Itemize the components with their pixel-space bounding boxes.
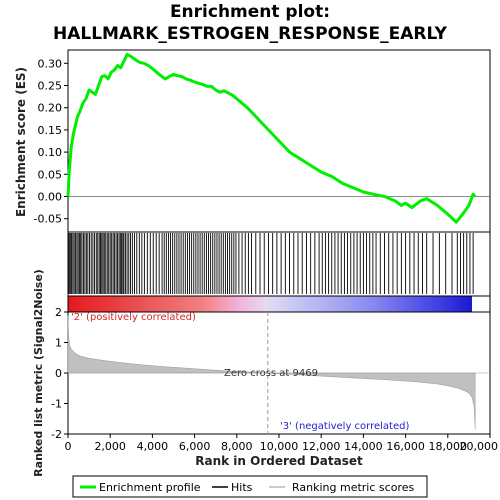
x-tick-label: 20,000 bbox=[460, 440, 499, 453]
chart-title-line2: HALLMARK_ESTROGEN_RESPONSE_EARLY bbox=[53, 24, 448, 44]
metric-tick-label: 1 bbox=[55, 337, 62, 350]
legend-enrichment-label: Enrichment profile bbox=[99, 481, 201, 494]
legend-hits-label: Hits bbox=[231, 481, 253, 494]
x-axis-label: Rank in Ordered Dataset bbox=[195, 454, 363, 468]
metric-y-axis: -2 -1 0 1 2 bbox=[51, 306, 68, 441]
metric-group bbox=[67, 312, 490, 434]
hits-panel bbox=[67, 231, 491, 297]
es-y-axis-label: Enrichment score (ES) bbox=[14, 67, 28, 217]
metric-tick-label: 2 bbox=[55, 306, 62, 319]
x-tick-label: 2,000 bbox=[94, 440, 126, 453]
x-axis: 0 2,000 4,000 6,000 8,000 10,000 12,000 14,000 1… bbox=[65, 434, 499, 453]
x-tick-label: 12,000 bbox=[302, 440, 341, 453]
x-tick-label: 14,000 bbox=[344, 440, 383, 453]
x-tick-label: 10,000 bbox=[260, 440, 299, 453]
enrichment-profile-line bbox=[66, 52, 477, 224]
metric-tick-label: -2 bbox=[51, 428, 62, 441]
legend-box bbox=[72, 475, 428, 498]
metric-tick-label: 0 bbox=[55, 367, 62, 380]
metric-y-axis-label: Ranked list metric (Signal2Noise) bbox=[32, 269, 45, 477]
es-tick-label: 0.30 bbox=[38, 57, 63, 70]
hits-group bbox=[67, 233, 474, 294]
positive-correlation-label: '2' (positively correlated) bbox=[71, 312, 196, 323]
x-tick-label: 4,000 bbox=[137, 440, 169, 453]
es-tick-label: -0.05 bbox=[34, 213, 62, 226]
chart-title-line1: Enrichment plot: bbox=[170, 2, 330, 22]
negative-correlation-label: '3' (negatively correlated) bbox=[280, 421, 409, 432]
x-tick-label: 16,000 bbox=[386, 440, 425, 453]
es-tick-label: 0.20 bbox=[38, 102, 63, 115]
x-tick-label: 0 bbox=[65, 440, 72, 453]
es-tick-label: 0.25 bbox=[38, 80, 63, 93]
metric-area bbox=[67, 315, 476, 430]
x-tick-label: 6,000 bbox=[179, 440, 211, 453]
es-tick-label: 0.05 bbox=[38, 168, 63, 181]
metric-tick-label: -1 bbox=[51, 398, 62, 411]
es-tick-label: 0.00 bbox=[38, 190, 63, 203]
x-tick-label: 18,000 bbox=[429, 440, 468, 453]
x-tick-label: 8,000 bbox=[221, 440, 253, 453]
zero-cross-label: Zero cross at 9469 bbox=[224, 368, 318, 379]
es-y-axis: -0.05 0.00 0.05 0.10 0.15 0.20 0.25 0.30 bbox=[34, 57, 68, 226]
es-tick-label: 0.10 bbox=[38, 146, 63, 159]
legend-metric-label: Ranking metric scores bbox=[292, 481, 414, 494]
rank-colorbar bbox=[68, 296, 472, 312]
es-tick-label: 0.15 bbox=[38, 124, 63, 137]
enrichment-profile-group bbox=[66, 52, 477, 224]
